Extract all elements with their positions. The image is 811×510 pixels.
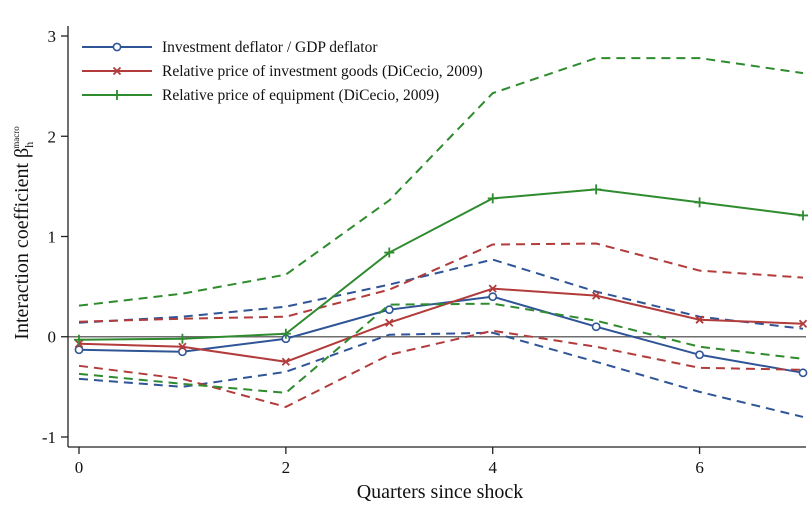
y-tick-label: 2 [48,127,57,146]
series-1-point [281,357,290,366]
series-2-point [487,193,498,204]
series-0-point [74,345,84,355]
y-axis-title: Interaction coefficient βhmacro [11,126,36,340]
y-axis-title-superscript: macro [11,126,21,149]
series-2-point [74,334,84,345]
legend: Investment deflator / GDP deflator Relati… [82,39,483,104]
series-1-point [592,291,601,300]
series-1-line [78,287,804,363]
y-tick-label: 3 [48,27,57,46]
series-2-lower-band [78,302,804,394]
series-0-point [591,322,601,332]
x-tick-label: 2 [282,458,291,477]
series-1-point [798,319,808,328]
axes: -1 0 1 2 3 0 2 4 6 [42,26,806,477]
x-tick-label: 6 [695,458,704,477]
legend-label-0: Investment deflator / GDP deflator [162,39,378,56]
series-1-point [178,342,187,351]
series-0-point [695,350,704,360]
series-2-point [591,184,602,195]
series-0-point [798,368,808,378]
legend-marker-1 [112,66,122,76]
y-axis-title-main: Interaction coefficient β [11,148,33,340]
series-1-point [695,315,704,324]
series-0-point [384,305,394,315]
series-1-upper-band [78,242,804,323]
x-tick-label: 4 [488,458,497,477]
series-0-point [488,292,498,302]
series-2-point [384,247,395,258]
series-0-line [78,295,804,374]
y-tick-label: 0 [48,328,57,347]
legend-marker-2 [112,90,122,100]
series-2-point [694,197,705,208]
series-1-point [385,318,394,327]
x-tick-label: 0 [75,458,84,477]
series-2-point [280,328,291,339]
y-tick-label: -1 [42,428,56,447]
series-2-line [78,188,804,341]
legend-label-1: Relative price of investment goods (DiCe… [162,63,483,80]
series-1-point [488,284,497,293]
series-2-point [177,333,188,344]
series-0-upper-band [78,258,804,330]
y-tick-label: 1 [48,228,57,247]
series-0-point [178,347,187,357]
series-2-point [798,210,808,221]
legend-marker-0 [112,42,122,52]
series-2-upper-band [78,57,804,307]
legend-label-2: Relative price of equipment (DiCecio, 20… [162,87,439,104]
x-axis-title: Quarters since shock [357,481,524,503]
y-axis-title-subscript: h [22,142,36,148]
series-1-lower-band [78,329,804,408]
plot-area [68,57,808,418]
